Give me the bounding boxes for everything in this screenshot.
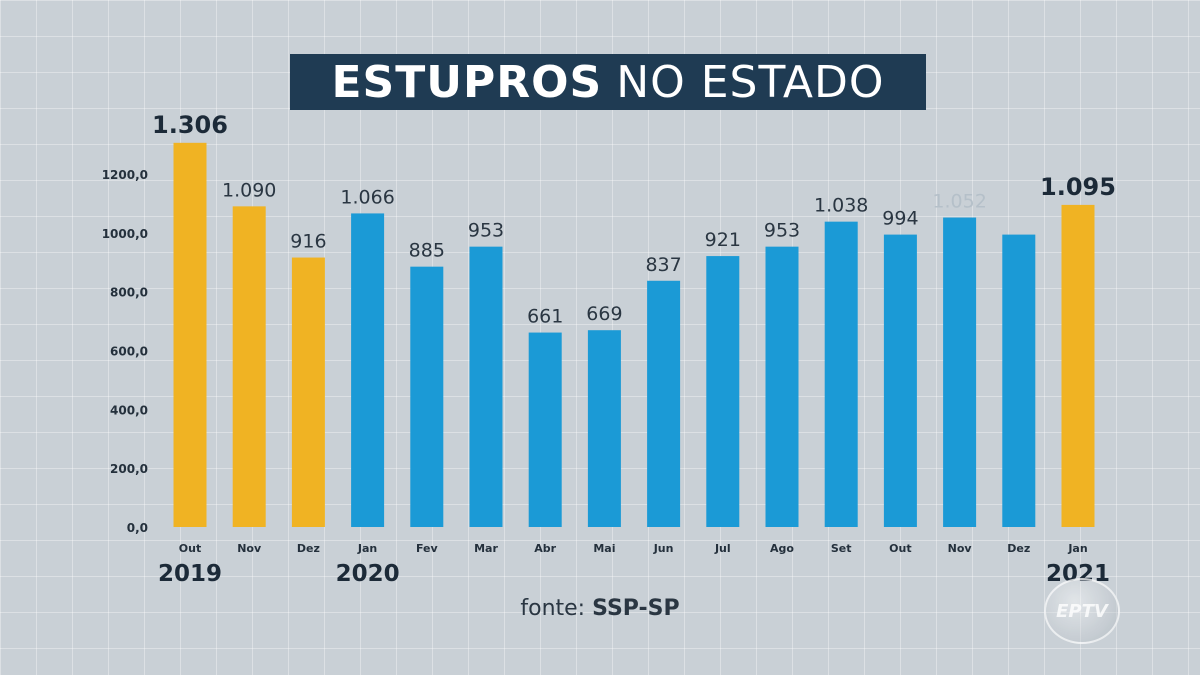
- x-tick-label: Dez: [297, 542, 320, 555]
- bar: [469, 246, 503, 527]
- x-tick-label: Jan: [1067, 542, 1087, 555]
- data-label: 1.066: [340, 186, 394, 208]
- bar: [291, 257, 325, 527]
- y-tick-label: 200,0: [110, 462, 148, 476]
- title-regular: NO ESTADO: [616, 56, 885, 108]
- x-tick-label: Mai: [593, 542, 615, 555]
- y-tick-label: 0,0: [127, 521, 148, 535]
- bar: [824, 221, 858, 527]
- source-prefix: fonte:: [520, 596, 586, 621]
- y-tick-label: 400,0: [110, 403, 148, 417]
- x-tick-label: Mar: [474, 542, 498, 555]
- x-tick-label: Jan: [357, 542, 377, 555]
- data-label: 1.095: [1040, 173, 1116, 201]
- bar: [883, 234, 917, 527]
- bar: [232, 206, 266, 527]
- x-tick-label: Set: [831, 542, 852, 555]
- data-label: 1.038: [814, 195, 868, 217]
- eptv-logo: EPTV: [1044, 578, 1120, 644]
- data-label: 1.090: [222, 179, 276, 201]
- x-tick-label: Abr: [534, 542, 556, 555]
- x-tick-label: Out: [889, 542, 911, 555]
- data-label: 1.306: [152, 111, 228, 139]
- x-tick-label: Jul: [714, 542, 731, 555]
- bar: [528, 332, 562, 527]
- y-tick-label: 600,0: [110, 345, 148, 359]
- bar: [1002, 234, 1036, 527]
- x-tick-label: Dez: [1007, 542, 1030, 555]
- x-tick-label: Nov: [948, 542, 973, 555]
- x-tick-label: Fev: [416, 542, 439, 555]
- bar: [943, 217, 977, 527]
- data-label: 994: [882, 208, 918, 230]
- bar: [706, 256, 740, 527]
- year-label: 2020: [336, 561, 400, 587]
- bar: [765, 246, 799, 527]
- data-label: 953: [764, 220, 800, 242]
- bar: [1061, 204, 1095, 527]
- bar: [647, 280, 681, 527]
- data-label: 1.052: [932, 191, 986, 213]
- data-label: 916: [290, 231, 326, 253]
- x-tick-label: Ago: [770, 542, 794, 555]
- source-note: fonte: SSP-SP: [0, 596, 1200, 621]
- y-tick-label: 1200,0: [102, 168, 148, 182]
- bar: [587, 330, 621, 527]
- source-name: SSP-SP: [592, 596, 680, 621]
- data-label: 661: [527, 306, 563, 328]
- chart-title: ESTUPROS NO ESTADO: [290, 54, 926, 110]
- bar: [173, 142, 207, 527]
- data-label: 953: [468, 220, 504, 242]
- x-tick-label: Nov: [237, 542, 262, 555]
- bar: [410, 266, 444, 527]
- title-bold: ESTUPROS: [331, 56, 603, 108]
- y-tick-label: 1000,0: [102, 227, 148, 241]
- y-tick-label: 800,0: [110, 286, 148, 300]
- data-label: 885: [409, 240, 445, 262]
- data-label: 669: [586, 303, 622, 325]
- x-tick-label: Jun: [653, 542, 674, 555]
- data-label: 837: [645, 254, 681, 276]
- x-tick-label: Out: [179, 542, 201, 555]
- year-label: 2019: [158, 561, 222, 587]
- data-label: 921: [705, 229, 741, 251]
- bar: [351, 213, 385, 527]
